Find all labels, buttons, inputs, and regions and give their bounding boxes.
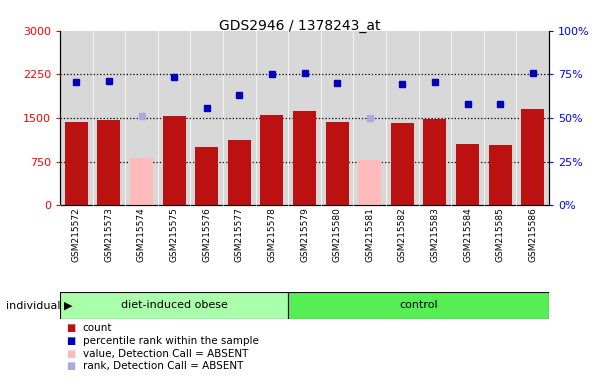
Bar: [228, 140, 251, 205]
Text: GSM215575: GSM215575: [170, 207, 179, 262]
Text: value, Detection Call = ABSENT: value, Detection Call = ABSENT: [83, 349, 248, 359]
Text: ■: ■: [66, 361, 75, 371]
Text: ■: ■: [66, 336, 75, 346]
Text: ■: ■: [66, 349, 75, 359]
Bar: [456, 144, 479, 205]
Bar: [195, 147, 218, 205]
FancyBboxPatch shape: [288, 292, 549, 319]
Bar: [424, 119, 446, 205]
Text: GSM215579: GSM215579: [300, 207, 309, 262]
Text: GSM215572: GSM215572: [72, 207, 81, 262]
Text: GSM215574: GSM215574: [137, 207, 146, 262]
Text: control: control: [399, 300, 438, 310]
Bar: [488, 145, 512, 205]
Text: GSM215582: GSM215582: [398, 207, 407, 262]
Text: GSM215578: GSM215578: [268, 207, 277, 262]
Text: GSM215583: GSM215583: [430, 207, 439, 262]
Text: GSM215576: GSM215576: [202, 207, 211, 262]
Text: count: count: [83, 323, 112, 333]
Bar: [97, 120, 121, 205]
Text: GDS2946 / 1378243_at: GDS2946 / 1378243_at: [219, 19, 381, 33]
Bar: [391, 123, 414, 205]
Bar: [260, 114, 283, 205]
Bar: [293, 111, 316, 205]
Text: percentile rank within the sample: percentile rank within the sample: [83, 336, 259, 346]
Text: GSM215585: GSM215585: [496, 207, 505, 262]
Text: GSM215584: GSM215584: [463, 207, 472, 262]
Text: GSM215577: GSM215577: [235, 207, 244, 262]
Bar: [130, 158, 153, 205]
Bar: [521, 109, 544, 205]
Bar: [358, 160, 381, 205]
Text: GSM215573: GSM215573: [104, 207, 113, 262]
Text: rank, Detection Call = ABSENT: rank, Detection Call = ABSENT: [83, 361, 243, 371]
Text: GSM215586: GSM215586: [528, 207, 537, 262]
Bar: [163, 116, 185, 205]
Text: ■: ■: [66, 323, 75, 333]
Bar: [65, 122, 88, 205]
Text: individual ▶: individual ▶: [6, 300, 73, 310]
Text: GSM215581: GSM215581: [365, 207, 374, 262]
Text: GSM215580: GSM215580: [332, 207, 341, 262]
Text: diet-induced obese: diet-induced obese: [121, 300, 227, 310]
Bar: [326, 122, 349, 205]
FancyBboxPatch shape: [60, 292, 288, 319]
